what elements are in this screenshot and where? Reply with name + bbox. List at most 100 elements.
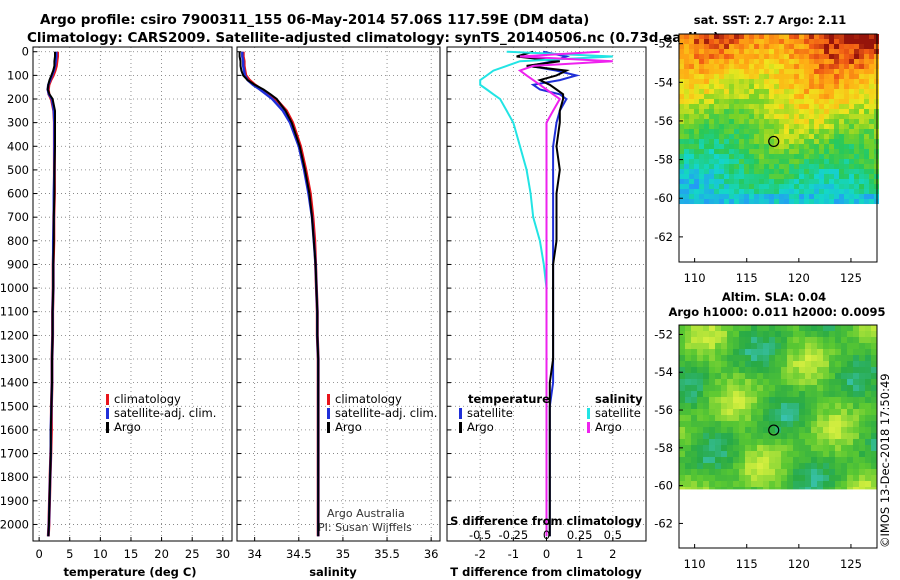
map-cell [789, 124, 794, 129]
map-cell [859, 439, 865, 445]
map-cell [817, 439, 823, 445]
map-cell [869, 69, 874, 74]
map-cell [799, 487, 805, 490]
map-cell [799, 385, 805, 391]
map-cell [774, 194, 779, 199]
map-cell [679, 69, 684, 74]
map-cell [764, 129, 769, 134]
map-cell [865, 361, 871, 367]
map-cell [839, 194, 844, 199]
map-cell [697, 409, 703, 415]
map-cell [724, 149, 729, 154]
map-cell [794, 44, 799, 49]
map-cell [764, 54, 769, 59]
map-cell [715, 475, 721, 481]
map-cell [835, 355, 841, 361]
map-cell [729, 69, 734, 74]
map-cell [764, 34, 769, 39]
map-cell [859, 179, 864, 184]
map-cell [757, 451, 763, 457]
map-cell [834, 184, 839, 189]
map-cell [739, 451, 745, 457]
map-cell [787, 451, 793, 457]
map-cell [829, 397, 835, 403]
map-cell [763, 361, 769, 367]
map-cell [739, 475, 745, 481]
map-cell [699, 54, 704, 59]
map-cell [763, 331, 769, 337]
map-cell [744, 109, 749, 114]
map-cell [859, 89, 864, 94]
map-cell [744, 69, 749, 74]
map-cell [824, 74, 829, 79]
map-cell [684, 74, 689, 79]
map-cell [745, 463, 751, 469]
map-cell [865, 379, 871, 385]
map-cell [809, 109, 814, 114]
map-cell [804, 164, 809, 169]
map-cell [789, 54, 794, 59]
map-cell [715, 367, 721, 373]
map-cell [715, 427, 721, 433]
map-cell [804, 104, 809, 109]
map-cell [834, 189, 839, 194]
series-line-argo [238, 51, 320, 537]
map-cell [754, 169, 759, 174]
map-cell [804, 59, 809, 64]
map-cell [809, 169, 814, 174]
map-cell [829, 109, 834, 114]
map-cell [764, 169, 769, 174]
map-cell [749, 89, 754, 94]
map-cell [847, 457, 853, 463]
series-line-argo [46, 51, 56, 537]
map-cell [823, 361, 829, 367]
map-cell [794, 49, 799, 54]
map-cell [859, 184, 864, 189]
map-cell [679, 379, 685, 385]
map-cell [763, 445, 769, 451]
map-cell [779, 159, 784, 164]
map-cell [854, 119, 859, 124]
map-cell [794, 164, 799, 169]
map-cell [719, 199, 724, 204]
map-cell [787, 343, 793, 349]
map-cell [739, 84, 744, 89]
map-cell [784, 104, 789, 109]
map-cell [679, 199, 684, 204]
map-cell [679, 337, 685, 343]
map-cell [727, 463, 733, 469]
map-cell [697, 433, 703, 439]
legend-temp-argo: Argo [467, 420, 494, 434]
map-cell [719, 179, 724, 184]
map-cell [709, 379, 715, 385]
map-cell [764, 124, 769, 129]
map-cell [805, 355, 811, 361]
map-cell [779, 109, 784, 114]
map-cell [809, 44, 814, 49]
map-cell [789, 154, 794, 159]
map-cell [709, 189, 714, 194]
map-cell [685, 325, 691, 331]
x-tick-label: 10 [93, 547, 108, 561]
map-cell [714, 114, 719, 119]
map-cell [744, 169, 749, 174]
map-cell [754, 149, 759, 154]
map-lat-tick-label: -56 [654, 403, 673, 417]
map-cell [759, 39, 764, 44]
map-cell [739, 433, 745, 439]
map-cell [759, 74, 764, 79]
map-cell [853, 427, 859, 433]
map-cell [834, 124, 839, 129]
map-cell [844, 129, 849, 134]
map-cell [819, 119, 824, 124]
map-cell [754, 89, 759, 94]
map-cell [781, 325, 787, 331]
map-cell [864, 144, 869, 149]
map-cell [839, 189, 844, 194]
map-cell [775, 475, 781, 481]
map-cell [775, 403, 781, 409]
map-cell [754, 119, 759, 124]
map-cell [714, 154, 719, 159]
map-cell [789, 64, 794, 69]
map-cell [841, 373, 847, 379]
